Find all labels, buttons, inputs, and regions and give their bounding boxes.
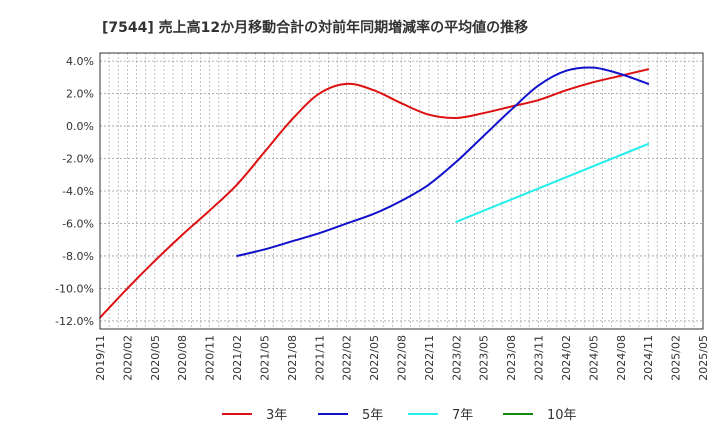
x-tick-label: 2025/05: [697, 335, 710, 381]
x-tick-label: 2021/05: [258, 335, 271, 381]
x-tick-label: 2022/08: [396, 335, 409, 381]
y-tick-label: 0.0%: [66, 120, 94, 133]
legend-label-3: 7年: [452, 408, 473, 423]
series-lines: [99, 66, 650, 319]
x-tick-label: 2025/02: [670, 335, 683, 381]
chart-title: [7544] 売上高12か月移動合計の対前年同期増減率の平均値の推移: [102, 19, 528, 36]
x-tick-label: 2022/02: [341, 335, 354, 381]
x-tick-label: 2021/02: [231, 335, 244, 381]
plot-frame: [99, 52, 704, 330]
x-tick-label: 2020/08: [176, 335, 189, 381]
x-tick-label: 2023/08: [505, 335, 518, 381]
x-tick-label: 2023/05: [478, 335, 491, 381]
y-tick-label: -2.0%: [62, 153, 94, 166]
x-tick-label: 2022/05: [368, 335, 381, 381]
y-tick-label: -4.0%: [62, 185, 94, 198]
x-tick-label: 2021/08: [286, 335, 299, 381]
x-tick-label: 2023/02: [450, 335, 463, 381]
grid: [100, 53, 703, 329]
x-axis: 2019/11 2020/02 2020/05 2020/08 2020/11 2021/…: [94, 335, 710, 381]
series-line-2: [236, 66, 650, 257]
x-tick-label: 2020/11: [204, 335, 217, 381]
x-tick-label: 2024/11: [642, 335, 655, 381]
x-tick-label: 2023/11: [533, 335, 546, 381]
series-line-1: [99, 68, 650, 319]
series-line-3: [455, 142, 650, 223]
y-tick-label: 2.0%: [66, 88, 94, 101]
x-tick-label: 2019/11: [94, 335, 107, 381]
x-tick-label: 2024/02: [560, 335, 573, 381]
x-tick-label: 2022/11: [423, 335, 436, 381]
y-tick-label: -10.0%: [55, 282, 94, 295]
y-tick-label: -8.0%: [62, 250, 94, 263]
x-tick-label: 2020/02: [121, 335, 134, 381]
y-tick-label: 4.0%: [66, 55, 94, 68]
x-tick-label: 2021/11: [313, 335, 326, 381]
legend-label-4: 10年: [547, 408, 577, 423]
legend-label-1: 3年: [266, 408, 287, 423]
x-tick-label: 2024/08: [615, 335, 628, 381]
legend: 3年 5年 7年 10年: [222, 408, 577, 423]
y-axis: 4.0% 2.0% 0.0% -2.0% -4.0% -6.0% -8.0% -10.0% -1…: [55, 55, 94, 328]
legend-label-2: 5年: [362, 408, 383, 423]
x-tick-label: 2024/05: [587, 335, 600, 381]
x-tick-label: 2020/05: [149, 335, 162, 381]
y-tick-label: -6.0%: [62, 217, 94, 230]
y-tick-label: -12.0%: [55, 315, 94, 328]
